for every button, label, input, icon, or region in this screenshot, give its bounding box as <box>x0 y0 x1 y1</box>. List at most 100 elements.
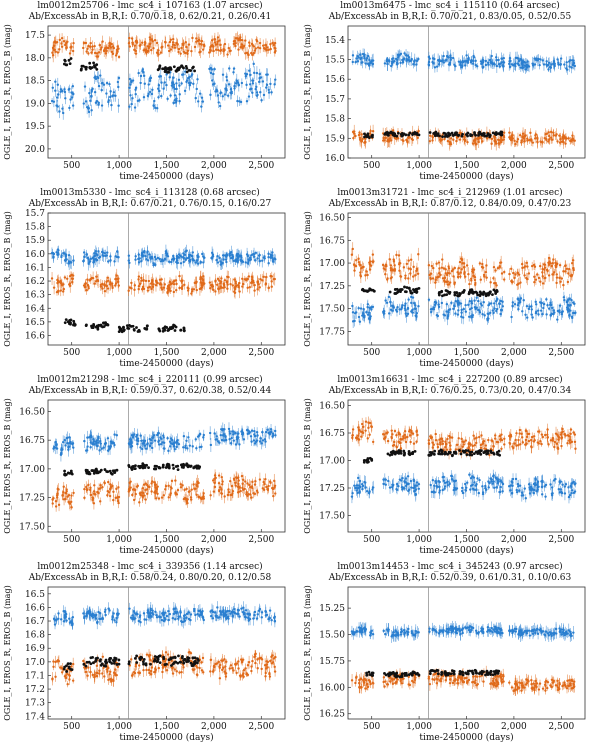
data-point <box>226 53 229 56</box>
data-point <box>468 300 471 303</box>
data-point <box>497 142 500 145</box>
data-point <box>69 321 72 325</box>
data-point <box>259 91 262 94</box>
data-point <box>366 56 369 60</box>
data-point <box>175 260 178 264</box>
data-point <box>147 47 150 50</box>
data-point <box>358 53 362 56</box>
data-point <box>142 287 146 291</box>
data-point <box>58 110 61 113</box>
data-point <box>438 267 441 270</box>
data-point <box>552 309 556 312</box>
data-point <box>248 44 251 48</box>
data-point <box>178 99 181 103</box>
x-tick-label: 1,000 <box>406 161 432 171</box>
data-point <box>450 301 453 305</box>
data-point <box>102 83 106 86</box>
data-point <box>264 282 268 285</box>
data-point <box>233 278 236 281</box>
y-tick-label: 20.0 <box>25 145 45 155</box>
data-point <box>109 90 112 93</box>
data-point <box>552 134 555 137</box>
data-point <box>553 271 556 274</box>
data-point <box>242 282 245 286</box>
data-point <box>72 259 75 262</box>
data-point <box>517 57 520 60</box>
data-point <box>67 262 71 265</box>
data-point <box>429 272 433 275</box>
data-point <box>459 63 462 66</box>
data-point <box>173 87 176 91</box>
data-point <box>209 71 213 75</box>
data-point <box>511 134 514 137</box>
data-point <box>517 282 520 285</box>
data-point <box>404 274 407 277</box>
x-tick-label: 2,000 <box>201 348 227 358</box>
data-point <box>495 284 498 287</box>
x-tick-label: 500 <box>63 348 80 358</box>
data-point <box>499 308 503 312</box>
data-point <box>272 43 275 47</box>
data-point <box>474 133 478 137</box>
data-point <box>563 264 567 268</box>
data-point <box>491 309 494 312</box>
data-point <box>221 286 225 290</box>
data-point <box>387 295 391 299</box>
data-point <box>415 312 419 315</box>
data-point <box>59 289 62 292</box>
data-point <box>523 274 526 277</box>
data-point <box>494 292 498 295</box>
data-point <box>460 257 463 260</box>
data-point <box>256 46 260 49</box>
data-point <box>572 59 575 62</box>
data-point <box>166 252 169 256</box>
data-point <box>534 300 537 304</box>
data-point <box>152 283 155 286</box>
series-eros-b <box>50 244 277 271</box>
data-point <box>437 63 441 66</box>
data-point <box>477 140 480 144</box>
data-point <box>457 272 460 276</box>
data-point <box>128 324 131 327</box>
data-point <box>165 326 169 329</box>
data-point <box>150 287 153 291</box>
data-point <box>273 277 276 281</box>
data-point <box>149 76 152 80</box>
data-point <box>563 63 566 66</box>
data-point <box>452 138 455 141</box>
data-point <box>97 256 101 259</box>
data-point <box>194 261 197 264</box>
data-point <box>202 43 206 46</box>
data-point <box>516 138 520 141</box>
data-point <box>140 260 143 263</box>
data-point <box>211 43 214 47</box>
data-point <box>403 52 406 55</box>
data-point <box>353 312 357 315</box>
data-point <box>62 111 65 115</box>
data-point <box>262 93 266 97</box>
data-point <box>61 440 65 444</box>
data-point <box>520 139 523 142</box>
data-point <box>85 65 88 69</box>
x-tick-label: 2,000 <box>501 161 527 171</box>
data-point <box>236 259 239 262</box>
data-point <box>197 100 200 103</box>
x-tick-label: 500 <box>363 161 380 171</box>
data-point <box>233 291 237 294</box>
data-point <box>549 262 552 265</box>
data-point <box>182 256 185 260</box>
data-point <box>434 132 438 135</box>
data-point <box>154 106 157 110</box>
data-point <box>259 76 263 79</box>
data-point <box>215 258 218 262</box>
data-point <box>104 52 108 55</box>
data-point <box>357 315 361 319</box>
data-point <box>258 259 261 263</box>
data-point <box>161 45 164 49</box>
data-point <box>363 135 366 139</box>
data-point <box>566 303 570 307</box>
data-point <box>269 274 272 278</box>
data-point <box>241 277 244 280</box>
data-point <box>178 274 181 278</box>
data-point <box>63 88 66 91</box>
